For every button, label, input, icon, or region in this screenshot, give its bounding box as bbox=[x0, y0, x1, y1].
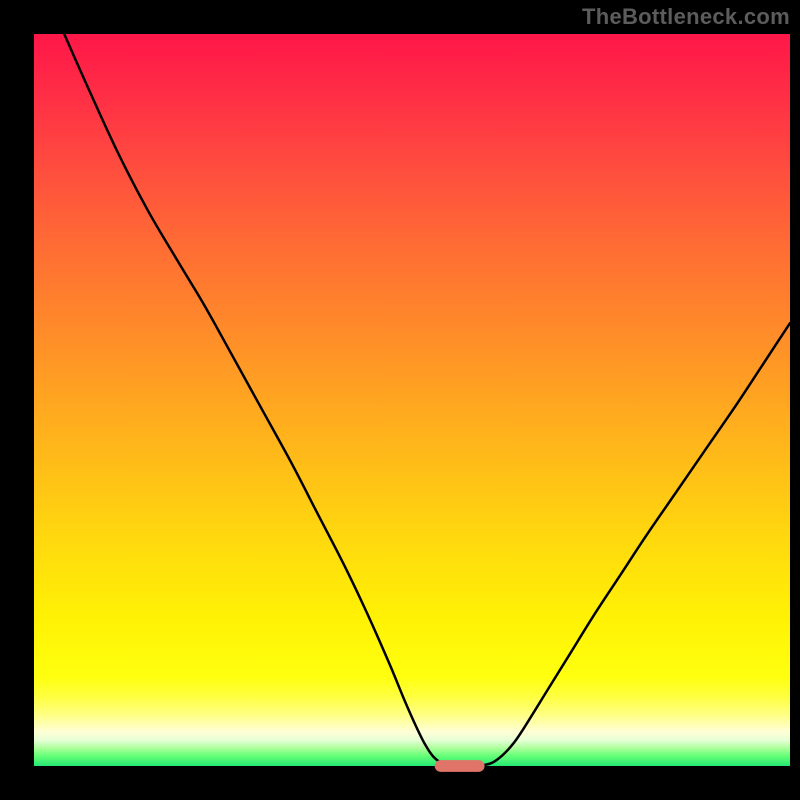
chart-canvas bbox=[0, 0, 800, 800]
watermark-label: TheBottleneck.com bbox=[582, 4, 790, 30]
optimal-marker bbox=[435, 760, 485, 772]
bottleneck-chart: TheBottleneck.com bbox=[0, 0, 800, 800]
chart-plot-background bbox=[34, 34, 790, 766]
